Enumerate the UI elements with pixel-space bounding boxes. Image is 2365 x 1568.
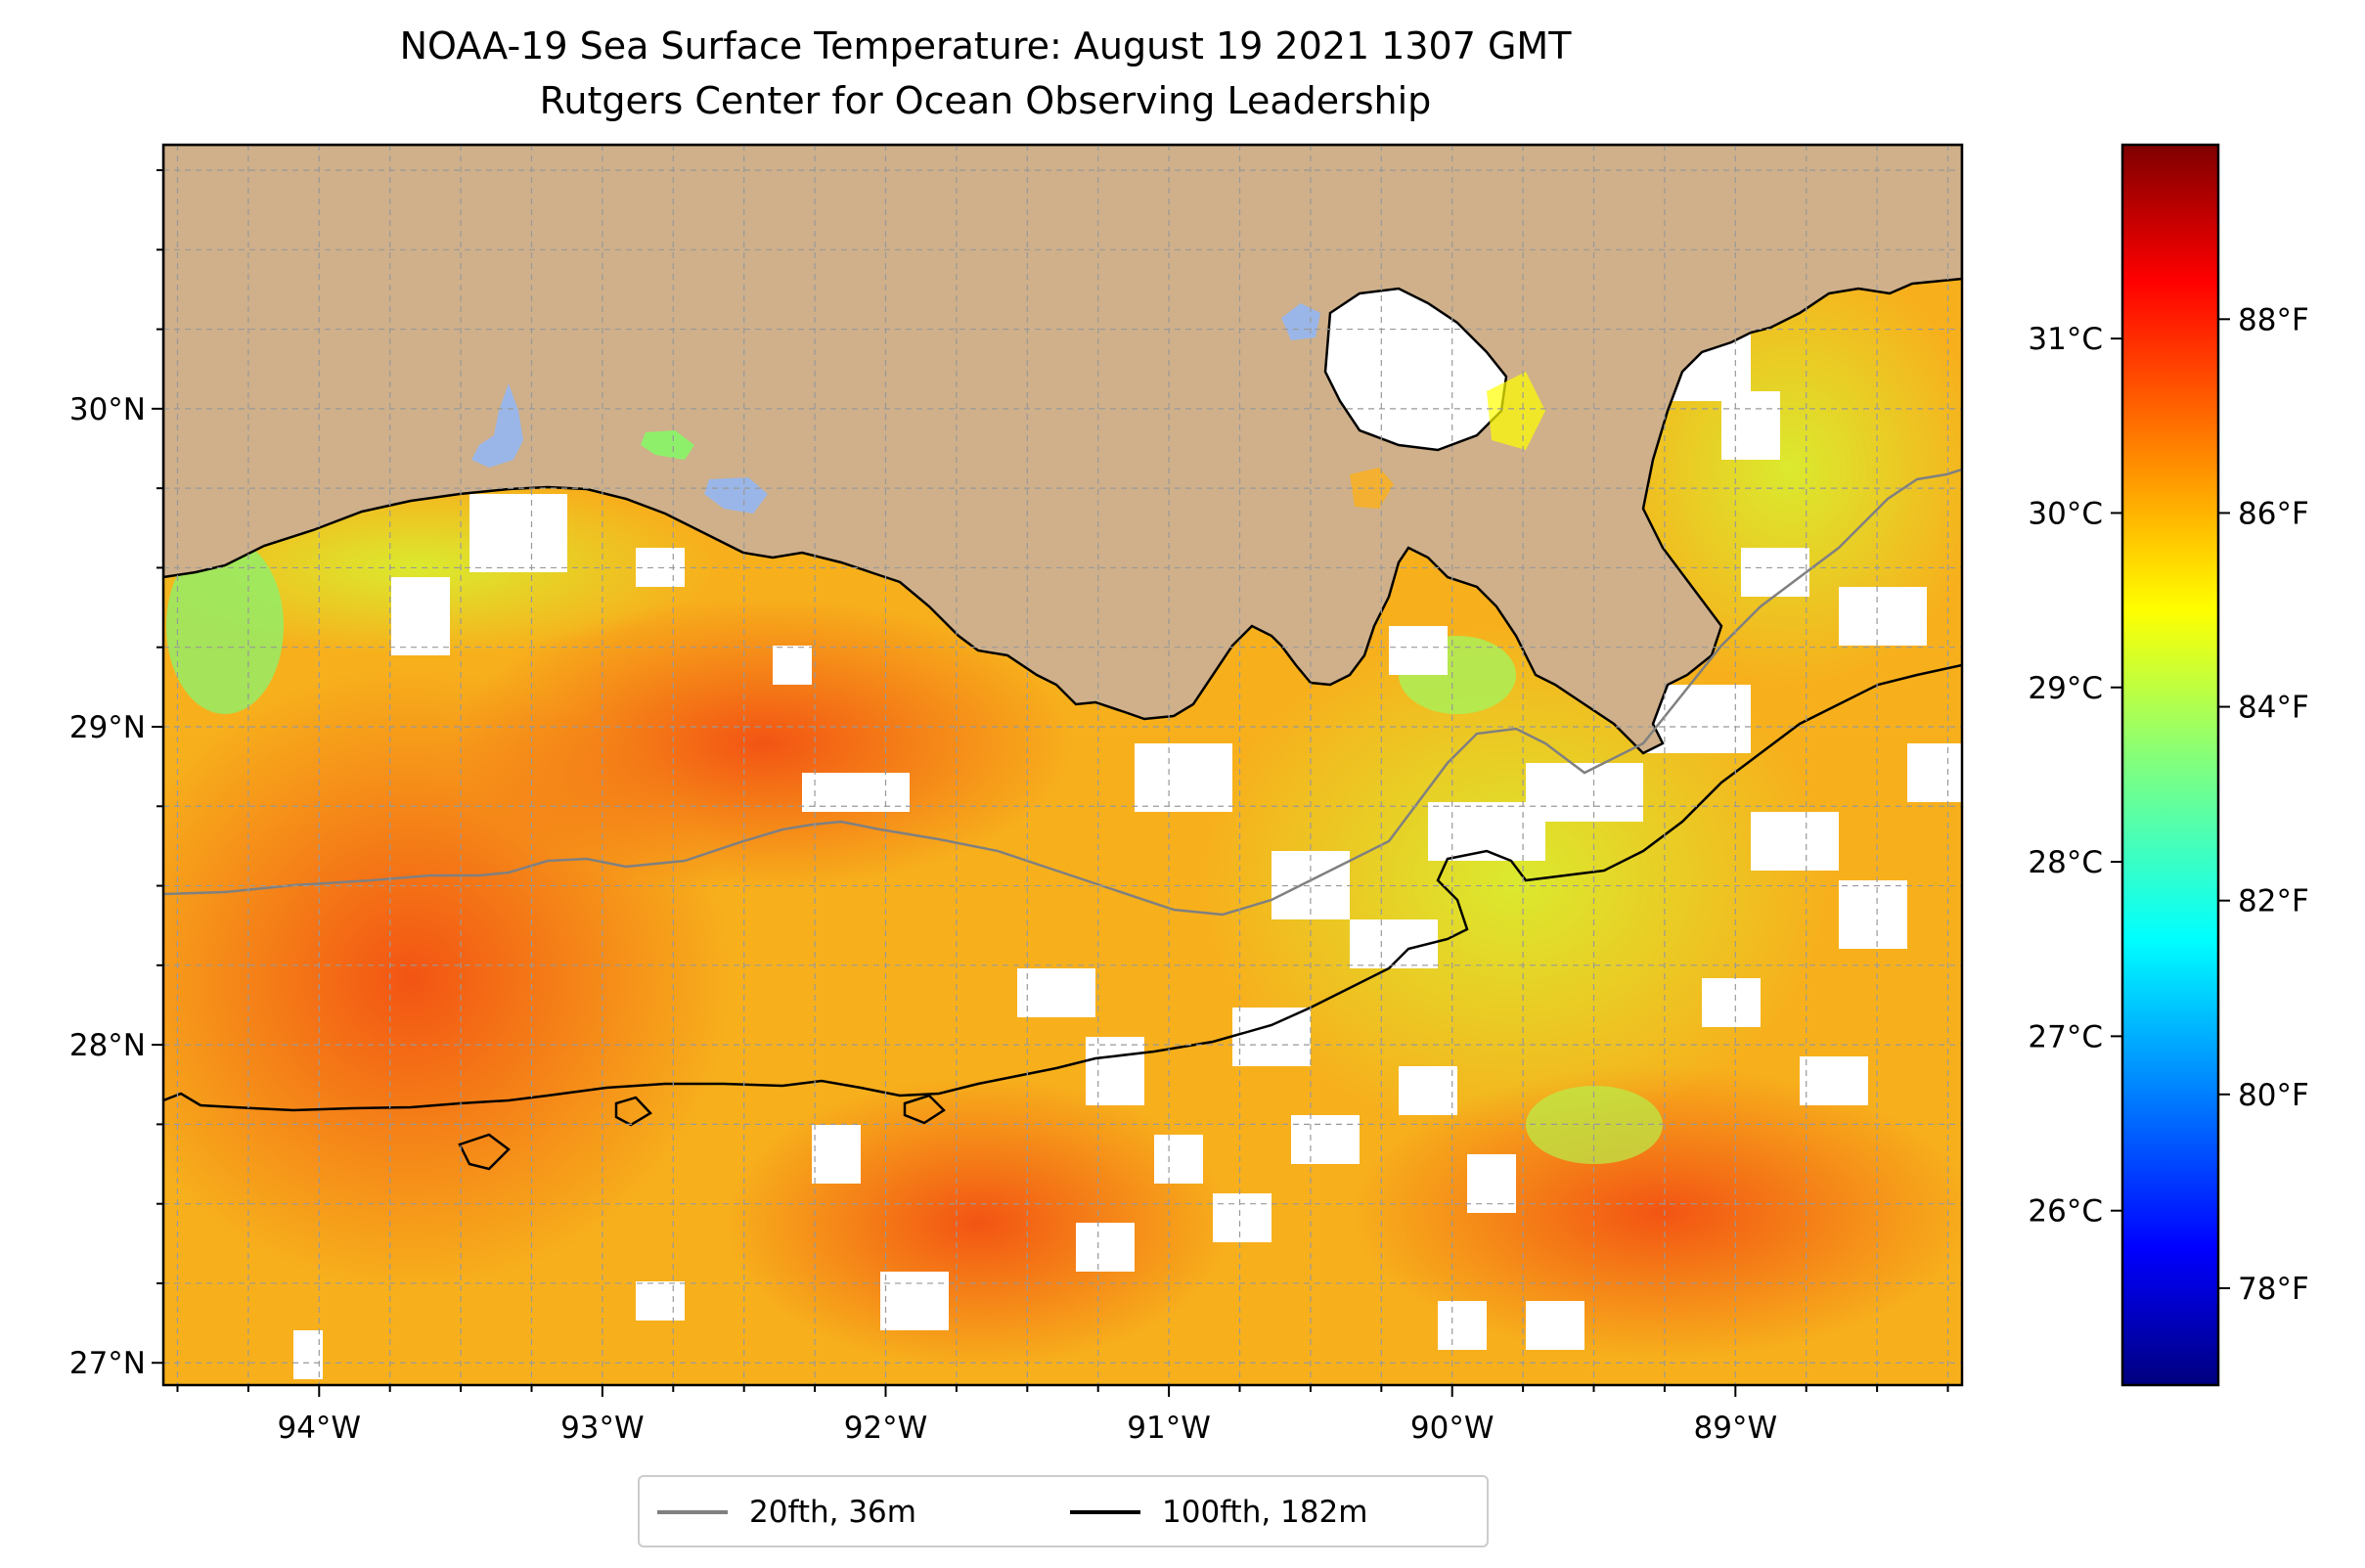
legend-entry-100fth: 100fth, 182m xyxy=(1070,1495,1367,1530)
colorbar-c-tick-label: 26°C xyxy=(2028,1194,2103,1230)
warm-water-southeast xyxy=(1350,1066,1962,1360)
colorbar xyxy=(2120,143,2220,1387)
colorbar-f-tick-label: 86°F xyxy=(2238,496,2309,531)
map-frame xyxy=(161,143,1964,1387)
x-tick-label: 89°W xyxy=(1694,1411,1778,1446)
colorbar-c-tick-label: 31°C xyxy=(2028,322,2103,357)
y-tick-label: 30°N xyxy=(69,392,146,427)
x-tick-label: 94°W xyxy=(277,1411,361,1446)
x-tick-label: 90°W xyxy=(1410,1411,1495,1446)
colorbar-c-tick-label: 28°C xyxy=(2028,845,2103,880)
y-tick-label: 29°N xyxy=(69,710,146,745)
isobath-100fth-island xyxy=(458,1133,511,1171)
sst-map-figure: 94°W 93°W 92°W 91°W 90°W 89°W 27°N 28°N 29°N 30°… xyxy=(69,143,2309,1446)
bay-barataria xyxy=(1487,372,1545,450)
chart-subtitle: Rutgers Center for Ocean Observing Leade… xyxy=(539,79,1432,122)
colorbar-f-tick-label: 78°F xyxy=(2238,1272,2309,1307)
x-tick-label: 91°W xyxy=(1127,1411,1211,1446)
colorbar-f-tick-label: 84°F xyxy=(2238,691,2309,726)
isobath-20fth xyxy=(163,468,1962,917)
legend-entry-20fth: 20fth, 36m xyxy=(657,1495,916,1530)
isobath-100fth-island-3 xyxy=(903,1094,946,1125)
cool-patch-1 xyxy=(166,538,284,714)
isobath-100fth-island-2 xyxy=(614,1096,652,1127)
legend-swatch-100fth xyxy=(1070,1510,1140,1514)
colorbar-celsius-axis: 26°C 27°C 28°C 29°C 30°C 31°C xyxy=(2028,322,2122,1230)
land-mass xyxy=(163,145,1962,755)
legend-label-100fth: 100fth, 182m xyxy=(1162,1495,1368,1530)
map-gridlines xyxy=(163,145,1962,1385)
y-tick-label: 27°N xyxy=(69,1346,146,1381)
colorbar-f-tick-label: 88°F xyxy=(2238,302,2309,337)
isobath-legend: 20fth, 36m 100fth, 182m xyxy=(638,1475,1489,1547)
y-tick-label: 28°N xyxy=(69,1028,146,1063)
isobath-100fth xyxy=(163,663,1962,1112)
latitude-axis: 27°N 28°N 29°N 30°N xyxy=(69,169,163,1381)
x-tick-label: 92°W xyxy=(844,1411,928,1446)
lake-grand xyxy=(641,430,694,460)
legend-label-20fth: 20fth, 36m xyxy=(749,1495,916,1530)
lake-calcasieu xyxy=(471,383,523,468)
colorbar-f-tick-label: 82°F xyxy=(2238,884,2309,919)
longitude-axis: 94°W 93°W 92°W 91°W 90°W 89°W xyxy=(176,1385,1949,1446)
x-tick-label: 93°W xyxy=(560,1411,645,1446)
colorbar-c-tick-label: 27°C xyxy=(2028,1019,2103,1054)
legend-swatch-20fth xyxy=(657,1510,728,1514)
no-data-masks xyxy=(293,293,1962,1379)
chart-title: NOAA-19 Sea Surface Temperature: August … xyxy=(399,24,1572,67)
colorbar-fahrenheit-axis: 78°F 80°F 82°F 84°F 86°F 88°F xyxy=(2218,302,2309,1307)
warm-water-band xyxy=(450,597,1076,890)
warm-water-south xyxy=(724,1076,1232,1369)
colorbar-f-tick-label: 80°F xyxy=(2238,1078,2309,1113)
colorbar-c-tick-label: 30°C xyxy=(2028,496,2103,531)
colorbar-c-tick-label: 29°C xyxy=(2028,671,2103,706)
lake-white xyxy=(704,477,768,514)
map-plot-area xyxy=(163,145,1962,1385)
